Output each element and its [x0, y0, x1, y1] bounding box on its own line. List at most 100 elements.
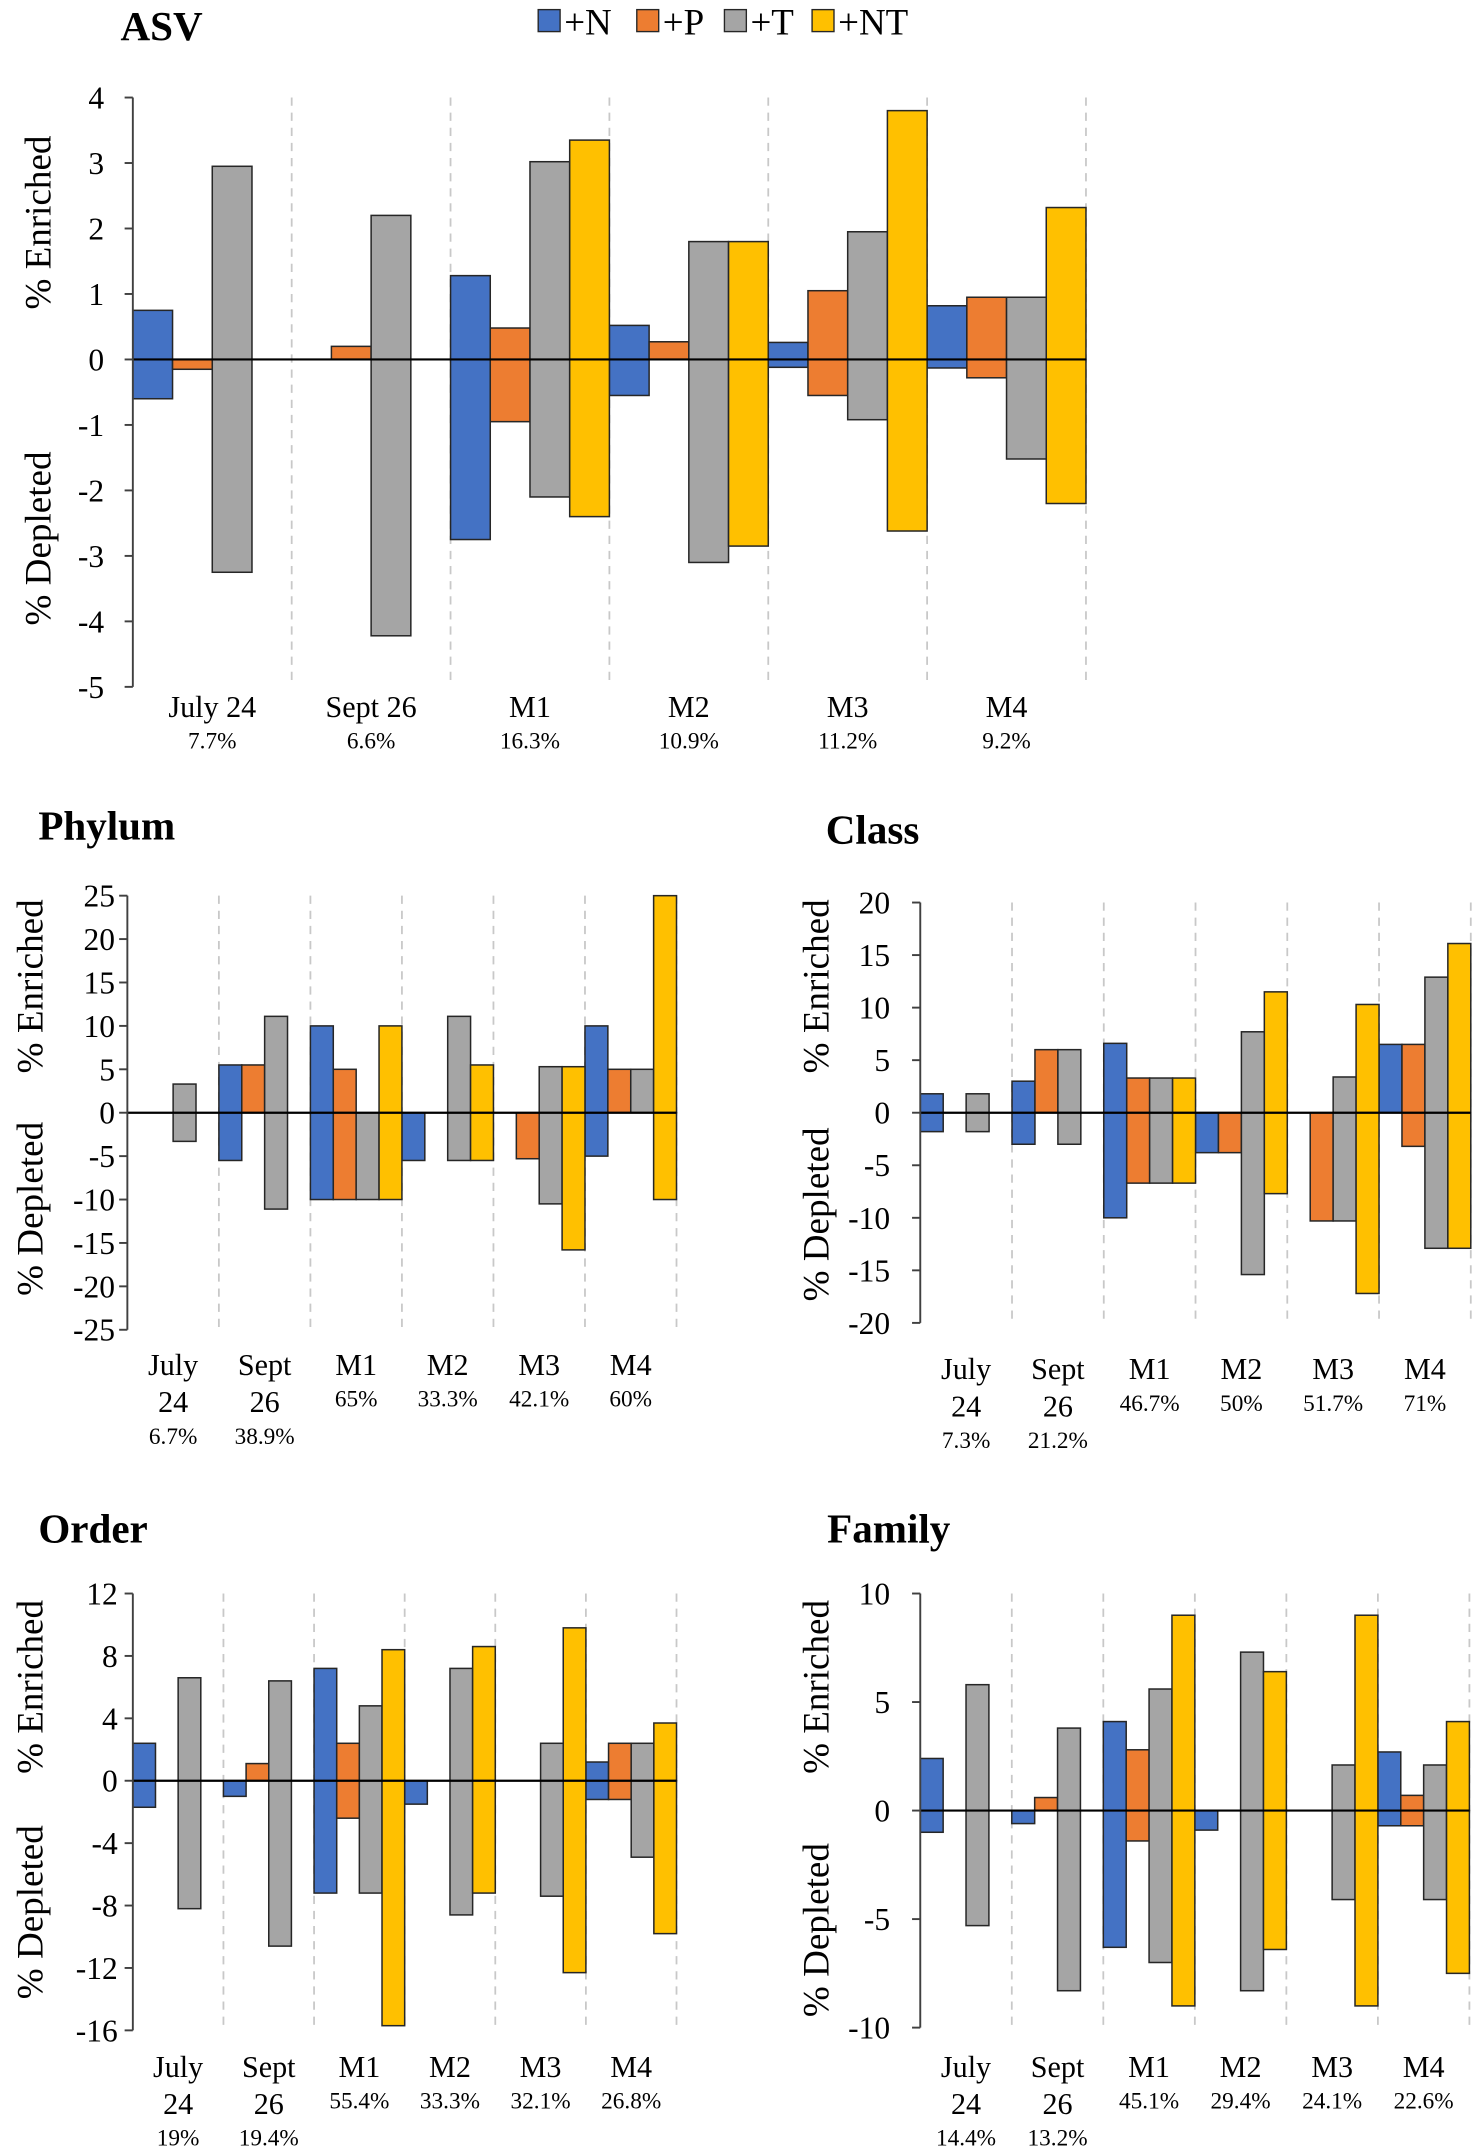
bar-family-plus-t-m1-depleted: [1148, 1809, 1173, 1964]
bar-class-plus-n-sept-26-depleted: [1011, 1111, 1036, 1145]
bar-family-plus-t-m3-depleted: [1331, 1809, 1356, 1901]
bar-order-plus-nt-m2-depleted: [471, 1779, 497, 1894]
bar-asv-plus-nt-m3-depleted: [886, 358, 928, 532]
bar-family-plus-p-m4-depleted: [1400, 1809, 1425, 1827]
y-tick-label-order-1: 8: [102, 1639, 118, 1674]
y-tick-label-order-2: 4: [102, 1701, 118, 1736]
chart-title-class: Class: [826, 806, 920, 852]
category-label-class-4-line-0: M3: [1312, 1352, 1354, 1386]
category-label-family-1-line-0: Sept: [1031, 2050, 1085, 2084]
category-note-family-0: 14.4%: [936, 2126, 996, 2152]
bar-phylum-plus-p-m1-enriched: [332, 1068, 357, 1114]
category-label-phylum-1-line-1: 26: [250, 1385, 280, 1419]
bar-family-plus-t-m4-depleted: [1422, 1809, 1448, 1901]
category-label-family-0-line-1: 24: [951, 2087, 981, 2121]
y-tick-label-family-1: 5: [874, 1685, 890, 1720]
bar-family-plus-t-m2-enriched: [1239, 1651, 1265, 1812]
category-label-class-0-line-0: July: [941, 1352, 991, 1386]
bar-phylum-plus-n-m4-depleted: [584, 1111, 609, 1157]
bar-phylum-plus-t-m2-enriched: [446, 1015, 472, 1114]
bar-phylum-plus-nt-m3-enriched: [561, 1065, 586, 1114]
bar-family-plus-t-sept-26-depleted: [1056, 1809, 1082, 1992]
y-tick-label-family-2: 0: [874, 1794, 890, 1829]
bar-asv-plus-p-m4-depleted: [966, 358, 1008, 379]
y-tick-label-class-3: 5: [874, 1043, 890, 1078]
category-label-class-0-line-1: 24: [951, 1389, 981, 1423]
bar-class-plus-nt-m2-enriched: [1263, 991, 1289, 1114]
bar-phylum-plus-t-sept-26-depleted: [263, 1111, 289, 1210]
bar-class-plus-t-m2-depleted: [1240, 1111, 1266, 1276]
category-label-phylum-1-line-0: Sept: [238, 1348, 292, 1382]
bar-family-plus-n-m2-depleted: [1194, 1809, 1219, 1831]
bar-class-plus-p-m3-depleted: [1309, 1111, 1334, 1222]
category-note-class-3: 50%: [1220, 1391, 1263, 1417]
bar-asv-plus-nt-m4-depleted: [1045, 358, 1087, 505]
bar-family-plus-p-m1-depleted: [1125, 1809, 1150, 1842]
y-tick-label-asv-3: 1: [88, 277, 104, 312]
legend-swatch-plus-n: [537, 8, 561, 33]
category-note-phylum-2: 65%: [335, 1387, 378, 1413]
bar-asv-plus-t-m2-depleted: [688, 358, 730, 564]
legend: +N +P +T +NT: [537, 2, 908, 43]
bar-phylum-plus-nt-m3-depleted: [561, 1111, 586, 1251]
bar-family-plus-t-july-24-depleted: [965, 1809, 990, 1927]
bar-asv-plus-nt-m1-depleted: [568, 358, 611, 518]
y-tick-label-order-3: 0: [102, 1764, 118, 1799]
category-label-phylum-2-line-0: M1: [335, 1348, 377, 1382]
legend-swatch-plus-p: [636, 8, 660, 33]
bar-asv-plus-nt-m1-enriched: [568, 139, 611, 361]
bar-class-plus-nt-m4-depleted: [1447, 1111, 1472, 1250]
y-axis-title-depleted-family: % Depleted: [797, 1843, 838, 2017]
chart-phylum: Phylum % Enriched % Depleted 25 20 15 10 5 0 -5 -1…: [11, 802, 678, 1450]
category-note-class-1: 21.2%: [1028, 1428, 1088, 1454]
bar-class-plus-t-m4-depleted: [1424, 1111, 1449, 1250]
bar-family-plus-nt-m4-depleted: [1445, 1809, 1471, 1975]
category-note-order-1: 19.4%: [239, 2126, 299, 2152]
bar-asv-plus-n-m1-depleted: [449, 358, 492, 541]
y-tick-label-phylum-0: 25: [84, 879, 115, 914]
bar-family-plus-t-july-24-enriched: [965, 1683, 990, 1812]
bar-order-plus-p-m4-depleted: [607, 1779, 632, 1801]
bar-order-plus-n-m2-depleted: [403, 1779, 429, 1805]
y-tick-label-class-6: -10: [848, 1201, 890, 1236]
bar-class-plus-p-sept-26-enriched: [1034, 1048, 1059, 1114]
y-tick-label-order-4: -4: [92, 1826, 118, 1861]
bar-family-plus-p-m4-enriched: [1400, 1794, 1425, 1812]
category-label-class-3-line-0: M2: [1220, 1352, 1262, 1386]
category-note-asv-3: 10.9%: [659, 729, 719, 755]
bar-order-plus-nt-m2-enriched: [471, 1645, 497, 1782]
y-axis-title-enriched-order: % Enriched: [11, 1599, 52, 1773]
category-note-order-5: 26.8%: [601, 2089, 661, 2115]
category-label-phylum-0-line-0: July: [148, 1348, 198, 1382]
bar-order-plus-t-sept-26-depleted: [268, 1779, 293, 1947]
bar-family-plus-n-m1-depleted: [1102, 1809, 1127, 1949]
bar-order-plus-p-m4-enriched: [607, 1742, 632, 1782]
category-label-asv-0-line-0: July 24: [168, 690, 256, 724]
category-note-family-1: 13.2%: [1028, 2126, 1088, 2152]
category-label-phylum-3-line-0: M2: [427, 1348, 469, 1382]
bar-class-plus-t-m2-enriched: [1240, 1031, 1266, 1114]
bar-asv-plus-t-july-24-enriched: [211, 165, 253, 361]
bar-class-plus-t-m3-depleted: [1332, 1111, 1357, 1222]
category-label-order-5-line-0: M4: [610, 2050, 652, 2084]
bar-asv-plus-t-m3-depleted: [846, 358, 889, 421]
bar-class-plus-n-m4-enriched: [1378, 1043, 1403, 1114]
bar-class-plus-n-m2-depleted: [1194, 1111, 1220, 1154]
bar-phylum-plus-t-july-24-enriched: [172, 1083, 197, 1114]
chart-class: Class % Enriched % Depleted 20 15 10 5 0 -5 -10 -1…: [797, 806, 1472, 1454]
chart-title-family: Family: [827, 1506, 951, 1552]
bar-asv-plus-p-m1-enriched: [489, 327, 531, 361]
category-note-asv-2: 16.3%: [500, 729, 560, 755]
category-label-family-1-line-1: 26: [1042, 2087, 1072, 2121]
bar-order-plus-nt-m3-enriched: [562, 1627, 587, 1782]
bar-class-plus-nt-m1-depleted: [1171, 1111, 1197, 1184]
category-note-phylum-1: 38.9%: [235, 1424, 295, 1450]
chart-title-phylum: Phylum: [38, 802, 175, 848]
bar-family-plus-p-sept-26-enriched: [1033, 1796, 1059, 1812]
chart-title-asv: ASV: [121, 3, 203, 49]
bar-order-plus-n-july-24-enriched: [132, 1742, 157, 1782]
bar-family-plus-nt-m4-enriched: [1445, 1720, 1471, 1812]
bar-asv-plus-n-m3-enriched: [767, 341, 809, 361]
category-label-order-1-line-1: 26: [254, 2087, 284, 2121]
legend-swatch-plus-nt: [811, 8, 835, 33]
